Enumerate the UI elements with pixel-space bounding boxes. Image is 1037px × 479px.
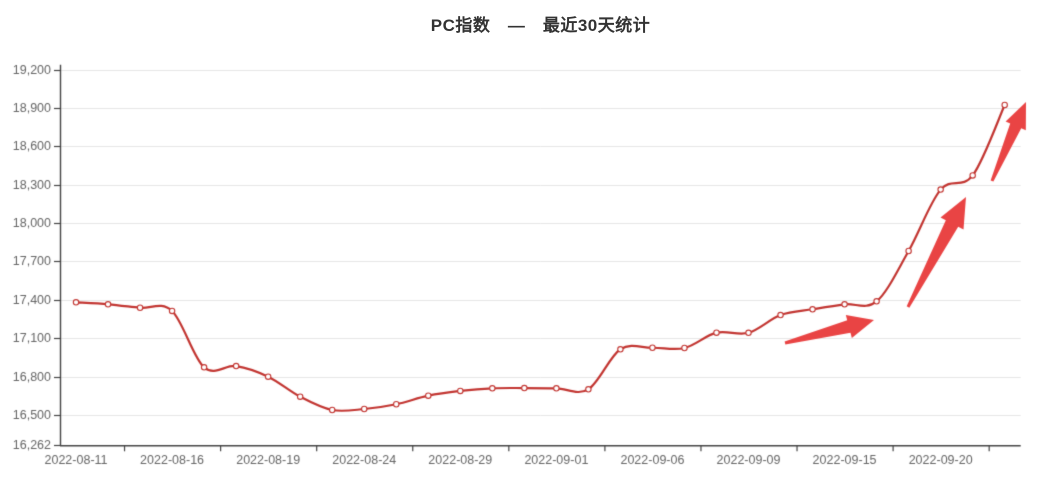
line-chart-canvas[interactable] [0, 0, 1037, 479]
pc-index-chart: PC指数 — 最近30天统计 [0, 0, 1037, 479]
